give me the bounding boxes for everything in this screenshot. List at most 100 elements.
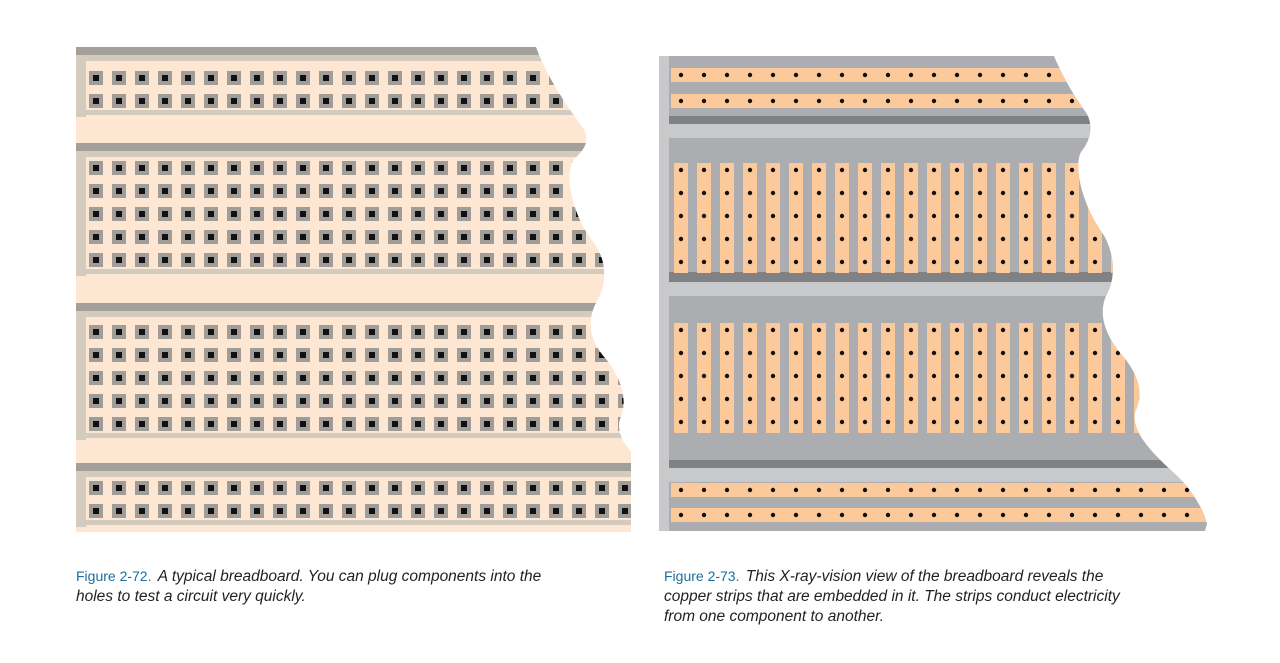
- contact-dot: [954, 213, 960, 219]
- breadboard-hole-center: [185, 211, 191, 217]
- breadboard-hole-center: [346, 98, 352, 104]
- contact-dot: [1023, 396, 1029, 402]
- contact-dot: [862, 167, 868, 173]
- breadboard-hole-center: [185, 398, 191, 404]
- breadboard-hole-center: [438, 257, 444, 263]
- figure-label-left: Figure 2-72.: [76, 568, 152, 584]
- breadboard-hole-center: [530, 398, 536, 404]
- breadboard-hole-center: [415, 234, 421, 240]
- contact-dot: [1000, 327, 1006, 333]
- breadboard-hole-center: [369, 421, 375, 427]
- contact-dot: [1208, 99, 1209, 103]
- breadboard-hole-center: [415, 375, 421, 381]
- contact-dot: [1092, 213, 1098, 219]
- contact-dot: [1069, 512, 1075, 518]
- board-frame: [76, 471, 631, 477]
- breadboard-hole-center: [484, 421, 490, 427]
- breadboard-hole-center: [300, 165, 306, 171]
- breadboard-hole-center: [392, 257, 398, 263]
- breadboard-hole-center: [93, 98, 99, 104]
- breadboard-hole-center: [461, 352, 467, 358]
- contact-dot: [1161, 512, 1167, 518]
- breadboard-hole-center: [576, 421, 582, 427]
- breadboard-hole-center: [93, 508, 99, 514]
- breadboard-hole-center: [438, 75, 444, 81]
- contact-dot: [1115, 259, 1121, 265]
- breadboard-hole-center: [162, 329, 168, 335]
- contact-dot: [885, 512, 891, 518]
- breadboard-hole-center: [599, 375, 605, 381]
- breadboard-hole: [595, 94, 609, 108]
- copper-strip-vertical: [1203, 163, 1207, 273]
- breadboard-hole-center: [484, 75, 490, 81]
- contact-dot: [1092, 259, 1098, 265]
- contact-dot: [1161, 190, 1167, 196]
- breadboard-hole-center: [576, 329, 582, 335]
- breadboard-hole-center: [484, 234, 490, 240]
- board-frame: [76, 303, 631, 311]
- breadboard-hole-center: [576, 352, 582, 358]
- contact-dot: [1115, 327, 1121, 333]
- breadboard-hole-center: [484, 352, 490, 358]
- contact-dot: [1000, 167, 1006, 173]
- breadboard-hole-center: [231, 352, 237, 358]
- contact-dot: [1138, 167, 1144, 173]
- breadboard-hole-center: [599, 508, 605, 514]
- contact-dot: [1092, 190, 1098, 196]
- contact-dot: [1184, 98, 1190, 104]
- breadboard-hole-center: [139, 329, 145, 335]
- breadboard-hole-center: [323, 75, 329, 81]
- breadboard-hole-center: [162, 165, 168, 171]
- breadboard-hole-center: [231, 508, 237, 514]
- contact-dot: [678, 373, 684, 379]
- breadboard-hole-center: [116, 188, 122, 194]
- breadboard-hole: [618, 71, 631, 85]
- breadboard-hole-center: [530, 75, 536, 81]
- board-frame: [76, 311, 86, 440]
- breadboard-hole: [618, 207, 631, 221]
- copper-strip-vertical: [1157, 163, 1171, 273]
- breadboard-hole-center: [208, 329, 214, 335]
- breadboard-hole-center: [300, 398, 306, 404]
- breadboard-hole-center: [461, 165, 467, 171]
- copper-strip-horizontal: [671, 94, 1207, 108]
- breadboard-hole-center: [116, 75, 122, 81]
- contact-dot: [770, 213, 776, 219]
- breadboard-hole-center: [139, 211, 145, 217]
- contact-dot: [1115, 487, 1121, 493]
- contact-dot: [793, 167, 799, 173]
- breadboard-hole-center: [415, 398, 421, 404]
- breadboard-hole-center: [185, 234, 191, 240]
- breadboard-hole-center: [553, 352, 559, 358]
- breadboard-hole-center: [415, 188, 421, 194]
- contact-dot: [1069, 213, 1075, 219]
- contact-dot: [885, 419, 891, 425]
- contact-dot: [1000, 350, 1006, 356]
- breadboard-hole-center: [300, 329, 306, 335]
- contact-dot: [793, 72, 799, 78]
- contact-dot: [816, 259, 822, 265]
- contact-dot: [1184, 259, 1190, 265]
- contact-dot: [1046, 167, 1052, 173]
- contact-dot: [885, 213, 891, 219]
- contact-dot: [701, 327, 707, 333]
- breadboard-hole-center: [277, 234, 283, 240]
- contact-dot: [1115, 236, 1121, 242]
- contact-dot: [816, 213, 822, 219]
- contact-dot: [1023, 419, 1029, 425]
- breadboard-hole: [618, 394, 631, 408]
- breadboard-hole-center: [139, 234, 145, 240]
- breadboard-hole-center: [116, 211, 122, 217]
- breadboard-hole-center: [323, 375, 329, 381]
- contact-dot: [1023, 259, 1029, 265]
- contact-dot: [1069, 419, 1075, 425]
- breadboard-hole-center: [300, 188, 306, 194]
- contact-dot: [678, 167, 684, 173]
- copper-strip-vertical: [1111, 163, 1125, 273]
- contact-dot: [1092, 167, 1098, 173]
- breadboard-hole-center: [323, 257, 329, 263]
- contact-dot: [1115, 396, 1121, 402]
- breadboard-hole-center: [507, 257, 513, 263]
- contact-dot: [862, 213, 868, 219]
- contact-dot: [1208, 237, 1209, 241]
